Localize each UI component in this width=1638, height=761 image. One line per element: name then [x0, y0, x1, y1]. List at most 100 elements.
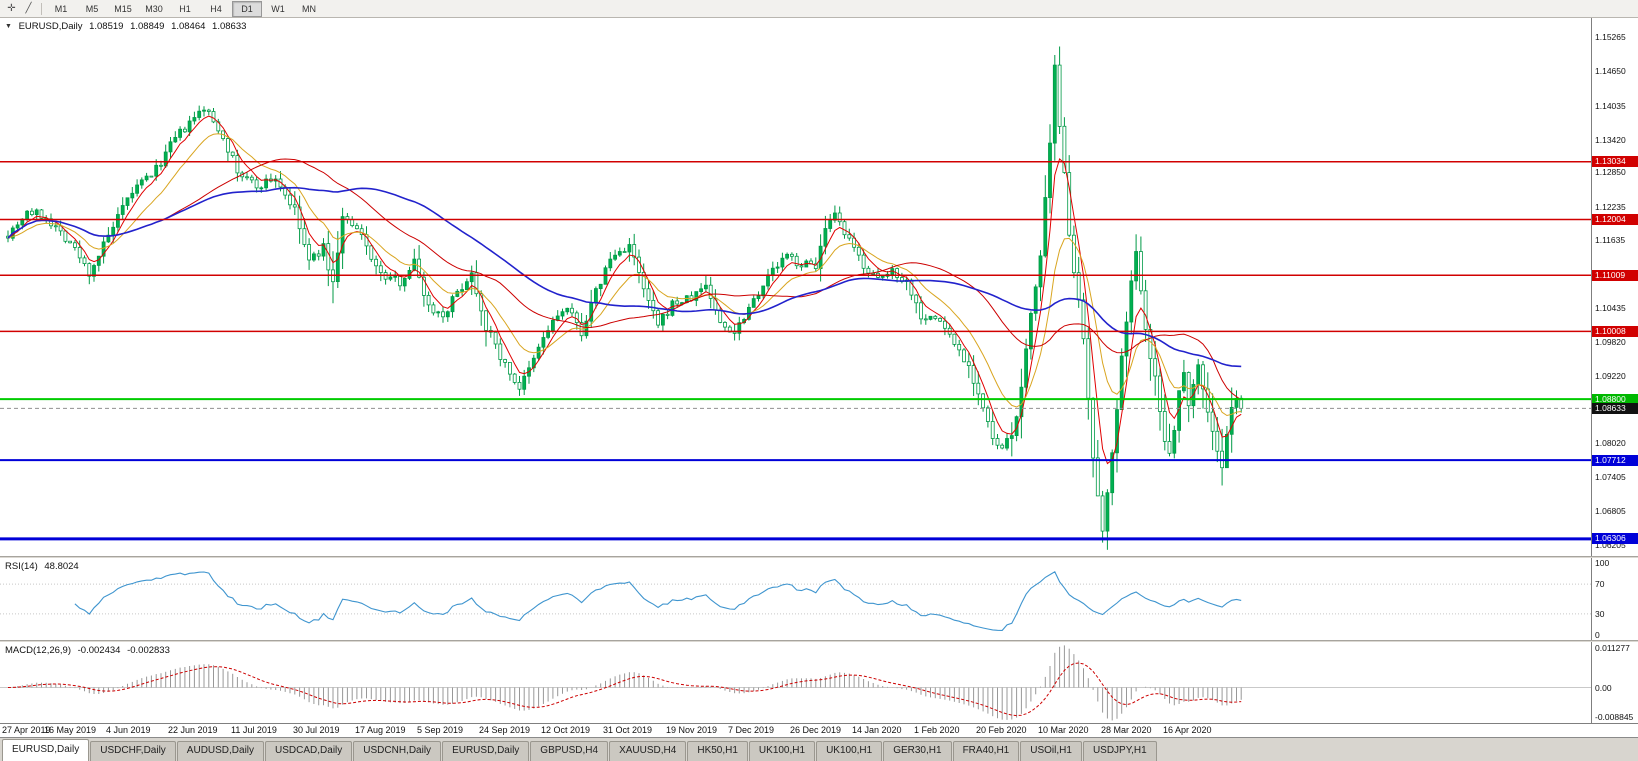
- symbol-timeframe-label: EURUSD,Daily: [18, 21, 83, 32]
- timeframe-mn-button[interactable]: MN: [302, 3, 316, 14]
- panel-splitter-rsi[interactable]: [0, 556, 1638, 558]
- macd-panel[interactable]: MACD(12,26,9) -0.002434 -0.002833 0.0112…: [0, 642, 1638, 723]
- timeframe-m5-button[interactable]: M5: [85, 3, 99, 14]
- close-value: 1.08633: [212, 21, 247, 32]
- price-level-box: 1.12004: [1592, 214, 1638, 225]
- macd-chart-canvas[interactable]: [0, 642, 1591, 723]
- price-level-box: 1.07712: [1592, 454, 1638, 466]
- price-chart-canvas[interactable]: [0, 18, 1591, 556]
- chart-stack: ▼ EURUSD,Daily 1.08519 1.08849 1.08464 1…: [0, 18, 1638, 723]
- date-label: 16 May 2019: [44, 725, 97, 735]
- chart-title: ▼ EURUSD,Daily 1.08519 1.08849 1.08464 1…: [5, 21, 250, 32]
- low-value: 1.08464: [171, 21, 206, 32]
- macd-label: MACD(12,26,9): [5, 645, 71, 656]
- macd-signal-value: -0.002833: [127, 645, 170, 656]
- price-tick: 1.09820: [1595, 336, 1626, 347]
- timeframe-h4-button[interactable]: H4: [210, 3, 222, 14]
- price-tick: 1.14035: [1595, 100, 1626, 111]
- price-tick: 1.11635: [1595, 235, 1626, 246]
- timeframe-group: M1 M5 M15 M30 H1 H4 D1 W1 MN: [46, 0, 325, 17]
- price-tick: 1.07405: [1595, 472, 1626, 483]
- date-axis[interactable]: 27 Apr 2019 16 May 2019 4 Jun 2019 22 Jun 2…: [0, 723, 1638, 737]
- macd-tick: 0.00: [1595, 682, 1612, 693]
- price-level-box: 1.08633: [1592, 402, 1638, 414]
- price-level-box: 1.08800: [1592, 393, 1638, 405]
- price-chart-svg: [0, 46, 1591, 550]
- date-label: 22 Jun 2019: [168, 725, 218, 735]
- date-label: 7 Dec 2019: [728, 725, 775, 735]
- collapse-arrow-icon[interactable]: ▼: [5, 23, 12, 30]
- macd-axis[interactable]: 0.011277 0.00 -0.008845: [1591, 642, 1638, 723]
- date-label: 26 Dec 2019: [790, 725, 842, 735]
- price-level-box: 1.13034: [1592, 156, 1638, 168]
- chart-tab[interactable]: USDCHF,Daily: [90, 741, 176, 761]
- rsi-title: RSI(14) 48.8024: [5, 561, 83, 572]
- macd-tick: 0.011277: [1595, 643, 1630, 653]
- price-level-box: 1.11009: [1592, 269, 1638, 281]
- date-label: 5 Sep 2019: [417, 725, 464, 735]
- macd-title: MACD(12,26,9) -0.002434 -0.002833: [5, 645, 174, 656]
- date-label: 17 Aug 2019: [355, 725, 406, 735]
- panel-splitter-macd[interactable]: [0, 640, 1638, 642]
- toolbar-separator: [41, 2, 42, 15]
- timeframe-w1-button[interactable]: W1: [271, 3, 285, 14]
- open-value: 1.08519: [89, 21, 124, 32]
- rsi-axis[interactable]: 100 70 30 0: [1591, 558, 1638, 640]
- price-tick: 1.10435: [1595, 302, 1626, 313]
- chart-tab[interactable]: GBPUSD,H4: [530, 741, 609, 761]
- chart-tab[interactable]: USDJPY,H1: [1082, 741, 1157, 761]
- chart-tabbar: EURUSD,Daily USDCHF,Daily AUDUSD,Daily USDC…: [0, 737, 1638, 761]
- chart-tab[interactable]: UK100,H1: [748, 741, 816, 761]
- date-label: 12 Oct 2019: [541, 725, 591, 735]
- timeframe-m30-button[interactable]: M30: [145, 3, 163, 14]
- high-value: 1.08849: [130, 21, 165, 32]
- price-tick: 1.09220: [1595, 370, 1626, 381]
- toolbar: ✛ ╱ M1 M5 M15 M30 H1 H4 D1 W1 MN: [0, 0, 1638, 18]
- price-level-box: 1.06306: [1592, 533, 1638, 545]
- rsi-tick: 30: [1595, 608, 1605, 619]
- date-label: 14 Jan 2020: [852, 725, 902, 735]
- macd-main-value: -0.002434: [77, 645, 121, 656]
- date-label: 16 Apr 2020: [1163, 725, 1212, 735]
- chart-tab[interactable]: USDCNH,Daily: [353, 741, 442, 761]
- timeframe-h1-button[interactable]: H1: [179, 3, 191, 14]
- macd-tick: -0.008845: [1595, 712, 1634, 722]
- date-label: 1 Feb 2020: [914, 725, 960, 735]
- chart-tab[interactable]: HK50,H1: [687, 741, 748, 761]
- chart-tab[interactable]: USDCAD,Daily: [265, 741, 353, 761]
- date-label: 10 Mar 2020: [1038, 725, 1089, 735]
- rsi-chart-canvas[interactable]: [0, 558, 1591, 640]
- timeframe-m15-button[interactable]: M15: [114, 3, 132, 14]
- price-chart-panel[interactable]: ▼ EURUSD,Daily 1.08519 1.08849 1.08464 1…: [0, 18, 1638, 556]
- price-level-box: 1.10008: [1592, 325, 1638, 337]
- crosshair-tool-icon[interactable]: ✛: [7, 2, 16, 14]
- chart-tab[interactable]: EURUSD,Daily: [442, 741, 530, 761]
- timeframe-d1-button[interactable]: D1: [232, 0, 262, 17]
- price-tick: 1.06805: [1595, 505, 1626, 516]
- chart-tab[interactable]: AUDUSD,Daily: [176, 741, 265, 761]
- date-label: 24 Sep 2019: [479, 725, 531, 735]
- price-tick: 1.15265: [1595, 31, 1626, 42]
- rsi-panel[interactable]: RSI(14) 48.8024 100 70 30 0: [0, 558, 1638, 640]
- chart-tab[interactable]: XAUUSD,H4: [609, 741, 687, 761]
- date-label: 30 Jul 2019: [293, 725, 340, 735]
- chart-tab[interactable]: UK100,H1: [816, 741, 883, 761]
- price-tick: 1.12235: [1595, 201, 1626, 212]
- date-label: 19 Nov 2019: [666, 725, 718, 735]
- chart-tab[interactable]: EURUSD,Daily: [2, 739, 90, 761]
- date-label: 28 Mar 2020: [1101, 725, 1152, 735]
- trendline-tool-icon[interactable]: ╱: [25, 2, 32, 14]
- rsi-tick: 100: [1595, 558, 1610, 568]
- price-tick: 1.08020: [1595, 437, 1626, 448]
- chart-tab[interactable]: GER30,H1: [883, 741, 952, 761]
- chart-tab[interactable]: FRA40,H1: [952, 741, 1020, 761]
- price-axis[interactable]: 1.15265 1.14650 1.14035 1.13420 1.12850 1.122…: [1591, 18, 1638, 556]
- price-tick: 1.13420: [1595, 135, 1626, 146]
- price-tick: 1.14650: [1595, 66, 1626, 77]
- date-label: 4 Jun 2019: [106, 725, 151, 735]
- tool-icon-group: ✛ ╱: [3, 2, 37, 16]
- date-label: 11 Jul 2019: [231, 725, 277, 735]
- chart-tab[interactable]: USOil,H1: [1020, 741, 1082, 761]
- timeframe-m1-button[interactable]: M1: [54, 3, 68, 14]
